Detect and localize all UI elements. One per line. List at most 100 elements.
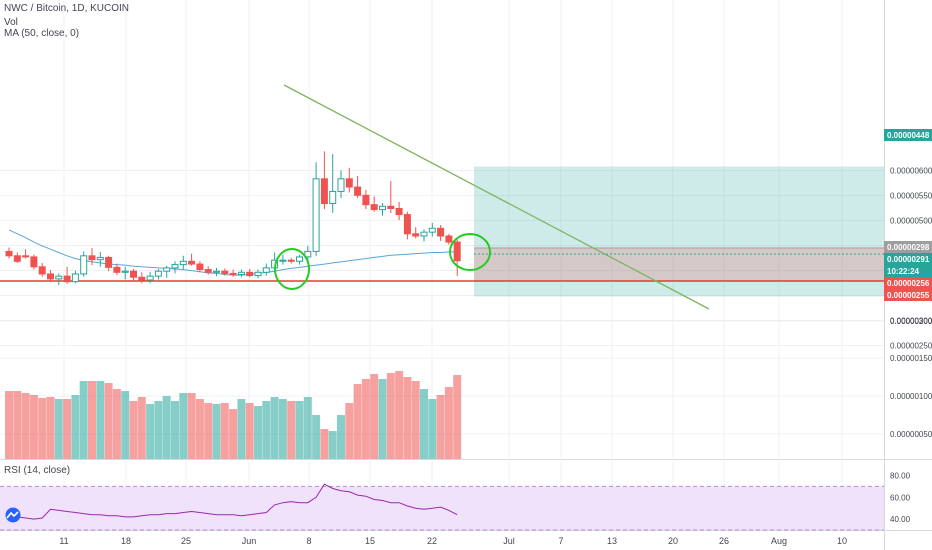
rsi-line xyxy=(8,483,458,520)
candle-up xyxy=(55,275,63,280)
x-tick-label: 10 xyxy=(837,536,847,546)
price-label-text: 0.00000448 xyxy=(887,131,930,140)
ma50-line xyxy=(8,229,458,276)
candle-down xyxy=(113,266,121,273)
candle-up xyxy=(80,255,88,275)
candle-up xyxy=(279,259,287,262)
price-label-box xyxy=(884,265,932,277)
volume-bar-down xyxy=(395,371,404,459)
volume-bar-down xyxy=(29,395,38,459)
volume-bar-up xyxy=(428,399,437,459)
volume-bar-down xyxy=(361,379,370,459)
volume-bar-down xyxy=(453,375,462,459)
tradingview-logo-icon[interactable] xyxy=(4,507,22,523)
price-label-box xyxy=(884,129,932,141)
y-tick-label: 0.00000050 xyxy=(890,430,932,439)
volume-bar-down xyxy=(386,373,395,459)
candle-up xyxy=(254,271,262,277)
candle-down xyxy=(453,241,461,262)
highlight-circle xyxy=(449,233,491,271)
x-tick-label: 15 xyxy=(365,536,375,546)
volume-bar-up xyxy=(312,415,321,459)
trendline xyxy=(283,84,710,310)
candle-down xyxy=(395,208,403,216)
candle-down xyxy=(403,214,411,235)
candle-down xyxy=(437,227,445,237)
price-label-box xyxy=(884,241,932,253)
volume-bar-down xyxy=(403,377,412,459)
price-label-text: 0.00000256 xyxy=(887,279,930,288)
y-tick-label: 0.00000500 xyxy=(890,217,932,226)
candle-down xyxy=(204,269,212,273)
candle-up xyxy=(96,256,104,261)
price-label-box xyxy=(884,289,932,301)
volume-bar-down xyxy=(204,403,213,459)
candle-up xyxy=(312,178,320,252)
candle-down xyxy=(22,255,30,258)
volume-bar-down xyxy=(370,374,379,459)
candle-up xyxy=(329,190,337,205)
x-tick-label: 18 xyxy=(121,536,131,546)
volume-bar-down xyxy=(104,383,113,459)
price-label-text: 0.00000291 xyxy=(887,255,930,264)
ma-legend: MA (50, close, 0) xyxy=(4,28,80,39)
volume-bar-down xyxy=(38,398,47,459)
candle-down xyxy=(362,194,370,206)
volume-bar-up xyxy=(212,404,221,459)
rsi-tick-label: 40.00 xyxy=(890,515,911,524)
candle-down xyxy=(229,272,237,275)
candle-down xyxy=(445,235,453,243)
x-tick-label: 8 xyxy=(306,536,311,546)
volume-bar-up xyxy=(79,381,88,459)
x-tick-label: 11 xyxy=(59,536,68,546)
volume-bar-down xyxy=(13,391,22,459)
volume-bar-down xyxy=(444,387,453,459)
candle-up xyxy=(262,267,270,273)
x-tick-label: Jun xyxy=(242,536,257,546)
volume-bar-down xyxy=(345,403,354,459)
volume-bar-down xyxy=(112,389,121,459)
volume-bar-up xyxy=(270,397,279,459)
volume-bar-up xyxy=(303,397,312,459)
candle-down xyxy=(5,250,13,257)
volume-bar-up xyxy=(278,399,287,459)
volume-bar-up xyxy=(237,399,246,459)
volume-bar-down xyxy=(5,391,13,459)
x-tick-label: Jul xyxy=(503,536,515,546)
candle-up xyxy=(428,227,436,233)
candle-down xyxy=(88,255,96,261)
volume-bar-down xyxy=(320,429,329,459)
y-tick-label: 0.00000150 xyxy=(890,354,932,363)
x-tick-label: 20 xyxy=(668,536,678,546)
candle-down xyxy=(188,260,196,265)
volume-bar-up xyxy=(179,393,188,459)
volume-bar-down xyxy=(353,384,362,459)
candle-down xyxy=(221,270,229,274)
volume-legend: Vol xyxy=(4,17,18,28)
volume-bar-down xyxy=(195,399,204,459)
volume-bar-up xyxy=(121,391,130,459)
candle-up xyxy=(337,178,345,192)
volume-bar-down xyxy=(411,381,420,459)
y-tick-label: 0.00000600 xyxy=(890,167,932,176)
x-tick-label: 26 xyxy=(719,536,729,546)
volume-bar-down xyxy=(88,381,96,459)
volume-bar-down xyxy=(229,409,238,459)
candle-down xyxy=(138,276,146,281)
volume-bar-up xyxy=(96,381,105,459)
candle-up xyxy=(163,267,171,272)
volume-bar-down xyxy=(21,393,30,459)
volume-bar-up xyxy=(146,404,155,459)
volume-bar-up xyxy=(254,406,262,459)
candle-down xyxy=(30,256,38,268)
volume-bar-up xyxy=(328,431,337,459)
volume-bar-up xyxy=(378,379,387,459)
volume-bar-up xyxy=(337,415,345,459)
candle-up xyxy=(121,270,129,273)
volume-bar-down xyxy=(220,403,229,459)
y-tick-label: 0.00000200 xyxy=(890,317,932,326)
y-tick-label: 0.00000250 xyxy=(890,342,932,351)
x-tick-label: 22 xyxy=(427,536,437,546)
rsi-legend: RSI (14, close) xyxy=(4,465,71,476)
